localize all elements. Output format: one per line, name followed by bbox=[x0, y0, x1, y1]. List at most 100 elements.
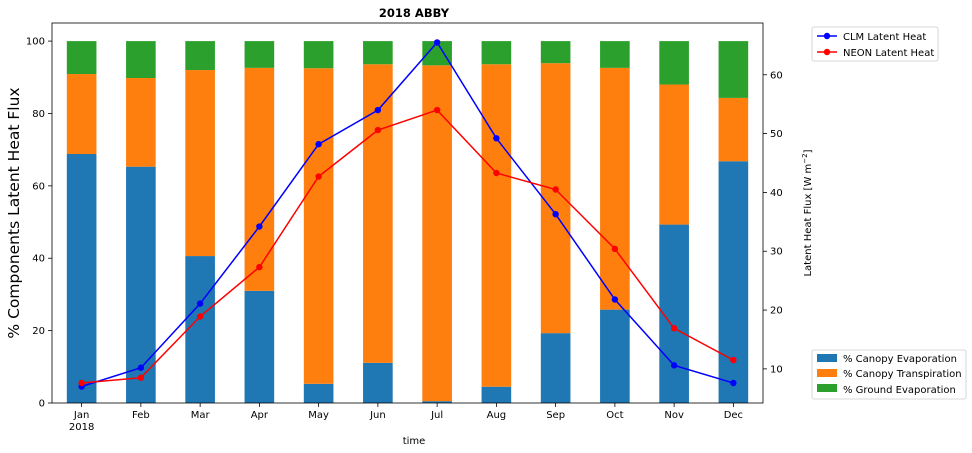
right-y-axis-label-superscript: −2 bbox=[801, 153, 809, 163]
bar-canopy-transpiration-feb bbox=[126, 78, 156, 167]
right-y-tick-label-40: 40 bbox=[770, 188, 783, 199]
point-neon-latent-heat-aug bbox=[493, 169, 500, 177]
left-y-tick-label-40: 40 bbox=[32, 254, 45, 265]
point-neon-latent-heat-nov bbox=[670, 325, 678, 332]
bar-ground-evaporation-jun bbox=[363, 41, 393, 65]
point-neon-latent-heat-jan bbox=[78, 379, 85, 387]
bar-canopy-evaporation-aug bbox=[481, 386, 512, 403]
bar-canopy-evaporation-nov bbox=[659, 224, 689, 403]
legend-swatch-canopy-transpiration bbox=[817, 369, 837, 377]
point-clm-latent-heat-may bbox=[315, 140, 322, 148]
bar-ground-evaporation-may bbox=[303, 41, 334, 69]
bar-canopy-transpiration-oct bbox=[600, 67, 630, 310]
point-neon-latent-heat-sep bbox=[552, 186, 559, 193]
plot-area bbox=[51, 22, 764, 404]
legend-marker-neon-latent-heat bbox=[823, 48, 831, 56]
bar-canopy-evaporation-feb bbox=[126, 166, 156, 403]
line-legend-frame bbox=[811, 26, 939, 62]
bar-canopy-transpiration-sep bbox=[540, 63, 571, 334]
bar-canopy-evaporation-jan bbox=[66, 154, 97, 403]
left-y-tick-label-0: 0 bbox=[39, 399, 45, 410]
bar-canopy-transpiration-jul bbox=[422, 65, 452, 402]
line-group bbox=[78, 39, 737, 390]
point-neon-latent-heat-oct bbox=[611, 245, 619, 253]
left-y-tick-label-80: 80 bbox=[32, 109, 45, 120]
point-clm-latent-heat-oct bbox=[611, 296, 619, 303]
bar-ground-evaporation-dec bbox=[718, 41, 749, 98]
x-tick-label-mar: Mar bbox=[191, 410, 211, 421]
bar-ground-evaporation-sep bbox=[540, 41, 571, 64]
legend-swatch-ground-evaporation bbox=[817, 384, 837, 392]
bar-canopy-transpiration-nov bbox=[659, 84, 689, 225]
right-y-axis-label-text: Latent Heat Flux [W m bbox=[803, 164, 814, 277]
bar-ground-evaporation-aug bbox=[481, 41, 512, 65]
right-y-axis: 10 20 30 40 50 60 bbox=[763, 70, 783, 375]
bar-canopy-evaporation-dec bbox=[718, 161, 749, 403]
legend-label-clm-latent-heat: CLM Latent Heat bbox=[843, 32, 926, 43]
line-legend: CLM Latent Heat NEON Latent Heat bbox=[811, 26, 939, 62]
bar-legend-frame bbox=[811, 349, 967, 400]
x-tick-label-feb: Feb bbox=[132, 410, 150, 421]
point-clm-latent-heat-aug bbox=[493, 135, 500, 142]
point-neon-latent-heat-mar bbox=[196, 313, 204, 320]
bar-canopy-evaporation-may bbox=[303, 383, 334, 403]
point-clm-latent-heat-feb bbox=[137, 364, 145, 371]
legend-label-canopy-transpiration: % Canopy Transpiration bbox=[843, 369, 962, 380]
point-clm-latent-heat-jun bbox=[374, 106, 382, 114]
bar-ground-evaporation-feb bbox=[126, 41, 156, 79]
bar-canopy-transpiration-jan bbox=[66, 74, 97, 155]
bar-canopy-evaporation-oct bbox=[600, 309, 630, 403]
x-axis-label: time bbox=[403, 436, 426, 447]
point-neon-latent-heat-feb bbox=[137, 374, 145, 381]
point-clm-latent-heat-mar bbox=[196, 300, 204, 307]
point-clm-latent-heat-dec bbox=[730, 379, 737, 387]
point-clm-latent-heat-sep bbox=[552, 210, 559, 218]
x-tick-label-dec: Dec bbox=[724, 410, 743, 421]
left-y-tick-label-20: 20 bbox=[32, 326, 45, 337]
right-y-tick-label-50: 50 bbox=[770, 129, 783, 140]
right-y-tick-label-30: 30 bbox=[770, 247, 783, 258]
bar-ground-evaporation-oct bbox=[600, 41, 630, 68]
point-neon-latent-heat-jun bbox=[374, 126, 382, 134]
right-y-axis-label: Latent Heat Flux [W m−2] bbox=[801, 149, 814, 276]
left-y-tick-label-60: 60 bbox=[32, 181, 45, 192]
x-tick-label-jul: Jul bbox=[430, 410, 443, 421]
bar-canopy-evaporation-mar bbox=[185, 256, 215, 403]
right-y-axis-label-close: ] bbox=[803, 149, 814, 153]
legend-swatch-canopy-evaporation bbox=[817, 354, 837, 362]
bar-canopy-transpiration-aug bbox=[481, 64, 512, 387]
bar-canopy-transpiration-jun bbox=[363, 64, 393, 363]
bar-ground-evaporation-jan bbox=[66, 41, 97, 75]
point-clm-latent-heat-apr bbox=[256, 223, 263, 230]
x-tick-label-jun: Jun bbox=[369, 410, 386, 421]
bar-canopy-transpiration-apr bbox=[244, 67, 275, 291]
left-y-axis: 0 20 40 60 80 100 bbox=[26, 37, 52, 410]
legend-label-ground-evaporation: % Ground Evaporation bbox=[843, 385, 956, 396]
right-y-tick-label-10: 10 bbox=[770, 364, 783, 375]
right-y-tick-label-20: 20 bbox=[770, 306, 783, 317]
bar-canopy-evaporation-jul bbox=[422, 401, 452, 403]
point-neon-latent-heat-jul bbox=[433, 106, 441, 114]
x-tick-label-nov: Nov bbox=[664, 410, 684, 421]
right-y-tick-label-60: 60 bbox=[770, 70, 783, 81]
legend-label-canopy-evaporation: % Canopy Evaporation bbox=[843, 354, 957, 365]
bar-canopy-transpiration-may bbox=[303, 68, 334, 384]
bar-ground-evaporation-nov bbox=[659, 41, 689, 85]
x-tick-label-apr: Apr bbox=[251, 410, 269, 421]
bar-canopy-transpiration-mar bbox=[185, 70, 215, 257]
x-tick-label-jan: Jan bbox=[73, 410, 89, 421]
line-clm-latent-heat bbox=[81, 41, 734, 388]
point-clm-latent-heat-jul bbox=[433, 39, 441, 46]
x-axis: Jan Feb Mar Apr May Jun Jul Aug Sep Oct Nov Dec 2018 bbox=[69, 403, 743, 433]
legend-marker-clm-latent-heat bbox=[823, 32, 831, 40]
bar-canopy-evaporation-jun bbox=[363, 362, 393, 403]
x-tick-year-label: 2018 bbox=[69, 422, 94, 433]
x-tick-label-oct: Oct bbox=[606, 410, 623, 421]
bar-canopy-evaporation-sep bbox=[540, 333, 571, 403]
x-tick-label-may: May bbox=[308, 410, 329, 421]
point-neon-latent-heat-apr bbox=[256, 263, 263, 271]
left-y-axis-label: % Components Latent Heat Flux bbox=[5, 87, 23, 338]
chart-title: 2018 ABBY bbox=[379, 6, 450, 20]
point-neon-latent-heat-may bbox=[315, 173, 322, 180]
